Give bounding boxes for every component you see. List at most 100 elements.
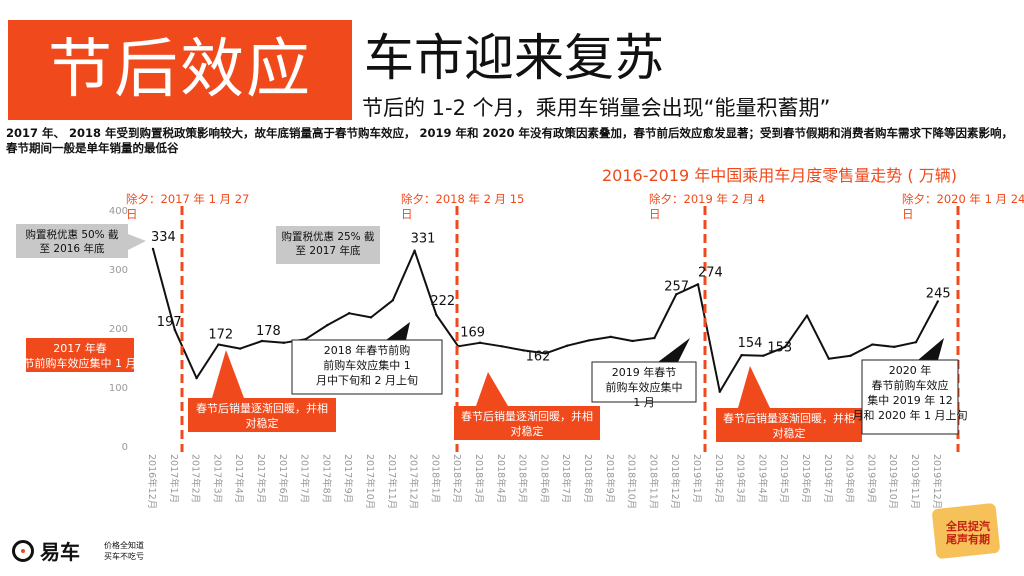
x-tick-label: 2018年7月 xyxy=(560,454,572,503)
x-tick-label: 2019年7月 xyxy=(822,454,834,503)
data-point xyxy=(566,344,569,347)
y-tick-label: 0 xyxy=(122,442,128,453)
x-tick-label: 2019年11月 xyxy=(909,454,921,509)
spring-festival-marker-label-end: 日 xyxy=(401,207,413,221)
x-tick-label: 2019年10月 xyxy=(887,454,899,509)
white-callout-text: 月和 2020 年 1 月上旬 xyxy=(853,408,968,422)
gray-callout-box xyxy=(16,224,128,258)
orange-callout-text-2: 节前购车效应集中 1 月 xyxy=(24,356,137,370)
x-tick-label: 2019年2月 xyxy=(713,454,725,503)
title-block-text: 节后效应 xyxy=(48,33,312,107)
white-callout-text: 2018 年春节前购 xyxy=(324,343,411,357)
orange-callout-text: 春节后销量逐渐回暖，并相 xyxy=(461,409,593,423)
page-subtitle: 节后的 1-2 个月，乘用车销量会出现“能量积蓄期” xyxy=(362,96,831,120)
x-tick-label: 2018年2月 xyxy=(451,454,463,503)
data-point xyxy=(871,343,874,346)
data-point xyxy=(500,345,503,348)
data-label: 257 xyxy=(664,279,689,294)
data-point xyxy=(740,353,743,357)
spring-festival-marker-label-end: 日 xyxy=(902,207,914,221)
data-label: 172 xyxy=(208,328,233,343)
orange-callout-text: 春节后销量逐渐回暖，并相 xyxy=(723,411,855,425)
x-tick-label: 2018年10月 xyxy=(626,454,638,509)
logo-mark-icon xyxy=(12,540,34,562)
gray-callout-text-2: 至 2016 年底 xyxy=(40,242,105,255)
orange-callout-pointer xyxy=(476,372,508,406)
x-tick-label: 2017年5月 xyxy=(255,454,267,503)
data-point xyxy=(893,345,896,349)
data-point xyxy=(282,341,285,344)
badge-line-1: 全民捉汽 xyxy=(946,520,990,533)
data-label: 222 xyxy=(430,294,455,309)
white-callout-box xyxy=(291,339,443,395)
data-point xyxy=(260,339,264,343)
x-tick-label: 2017年9月 xyxy=(342,454,354,503)
gray-callout-box xyxy=(276,226,380,264)
x-tick-label: 2018年3月 xyxy=(473,454,485,503)
data-point xyxy=(587,339,591,342)
data-point xyxy=(326,323,329,327)
data-label: 245 xyxy=(926,286,951,301)
logo-slogan-line-2: 买车不吃亏 xyxy=(104,552,144,561)
orange-callout-pointer xyxy=(212,350,244,398)
x-tick-label: 2018年4月 xyxy=(495,454,507,503)
white-callout-text: 春节前购车效应 xyxy=(872,378,949,392)
spring-festival-marker-label: 除夕：2020 年 1 月 24 xyxy=(902,192,1024,206)
x-tick-label: 2018年6月 xyxy=(538,454,550,503)
white-callout-text: 前购车效应集中 1 xyxy=(323,358,411,372)
x-tick-label: 2017年1月 xyxy=(168,454,180,503)
y-tick-label: 100 xyxy=(109,383,128,394)
gray-callout-text-2: 至 2017 年底 xyxy=(296,244,361,257)
x-tick-label: 2018年9月 xyxy=(604,454,616,503)
white-callout-box xyxy=(861,359,959,435)
x-tick-label: 2016年12月 xyxy=(146,454,158,509)
data-label: 162 xyxy=(526,349,551,364)
data-point xyxy=(544,352,547,355)
data-point xyxy=(348,312,351,315)
orange-callout-box xyxy=(454,406,600,440)
white-callout-pointer xyxy=(386,322,410,340)
x-tick-label: 2017年10月 xyxy=(364,454,376,509)
data-point xyxy=(413,249,416,252)
white-callout-text: 1 月 xyxy=(633,396,655,409)
x-tick-label: 2019年12月 xyxy=(931,454,943,509)
x-tick-label: 2019年1月 xyxy=(691,454,703,503)
x-tick-label: 2019年4月 xyxy=(756,454,768,503)
orange-callout-pointer xyxy=(738,366,770,408)
data-point xyxy=(827,357,830,360)
data-point xyxy=(151,247,155,251)
logo-slogan: 价格全知道 买车不吃亏 xyxy=(104,540,144,562)
white-callout-box xyxy=(591,361,697,403)
x-tick-label: 2017年6月 xyxy=(277,454,289,503)
data-label: 154 xyxy=(738,336,763,351)
x-tick-label: 2017年8月 xyxy=(320,454,332,503)
x-tick-label: 2018年5月 xyxy=(517,454,529,503)
gray-callout-text: 购置税优惠 50% 截 xyxy=(25,228,119,241)
chart-title: 2016-2019 年中国乘用车月度零售量走势 ( 万辆) xyxy=(602,166,957,185)
x-tick-label: 2017年11月 xyxy=(386,454,398,509)
badge-line-2: 尾声有期 xyxy=(946,533,990,546)
x-tick-label: 2017年12月 xyxy=(408,454,420,509)
x-tick-label: 2018年1月 xyxy=(429,454,441,503)
badge-text: 全民捉汽 尾声有期 xyxy=(932,520,1004,546)
orange-callout-text: 春节后销量逐渐回暖，并相 xyxy=(196,401,328,415)
data-point xyxy=(195,376,198,380)
x-tick-label: 2017年2月 xyxy=(190,454,202,503)
white-callout-text: 前购车效应集中 xyxy=(606,380,683,394)
x-tick-label: 2019年6月 xyxy=(800,454,812,503)
x-tick-label: 2018年8月 xyxy=(582,454,594,503)
data-point xyxy=(762,354,765,357)
spring-festival-marker-label: 除夕：2018 年 2 月 15 xyxy=(401,192,524,206)
white-callout-pointer xyxy=(658,338,690,362)
campaign-badge: 全民捉汽 尾声有期 xyxy=(928,502,1008,566)
data-label: 169 xyxy=(460,325,485,340)
white-callout-text: 集中 2019 年 12 xyxy=(867,393,952,407)
data-label: 153 xyxy=(767,341,792,356)
data-label: 178 xyxy=(256,324,281,339)
x-tick-label: 2019年9月 xyxy=(865,454,877,503)
sales-series-line xyxy=(152,248,939,393)
data-point xyxy=(849,354,852,357)
x-tick-label: 2017年4月 xyxy=(233,454,245,503)
data-label: 334 xyxy=(151,230,176,245)
orange-callout-text-2: 对稳定 xyxy=(511,424,544,438)
